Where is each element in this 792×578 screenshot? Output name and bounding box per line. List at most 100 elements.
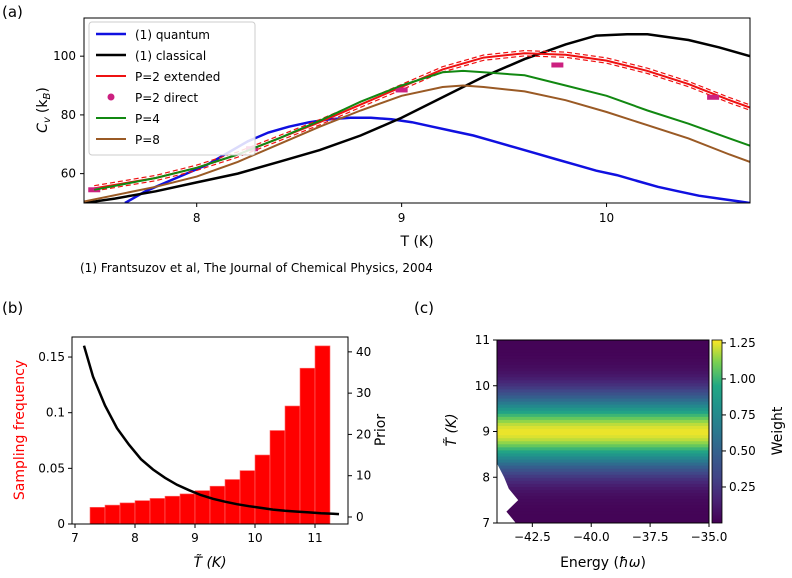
x-tick-label: −42.5	[514, 530, 551, 544]
colorbar-tick-label: 0.50	[729, 444, 756, 458]
y-tick-label: 0.1	[46, 406, 65, 420]
series-band-upper-p2ext	[94, 49, 750, 187]
heatmap-band	[497, 407, 709, 411]
heatmap-band	[497, 352, 709, 356]
y-tick-label: 9	[482, 425, 490, 439]
colorbar-ticks: 0.25 0.50 0.75 1.00 1.25	[722, 336, 756, 494]
y-tick-label: 11	[475, 333, 490, 347]
x-tick-label: 11	[307, 531, 322, 545]
y-tick-label: 0	[57, 517, 65, 531]
heatmap-band	[497, 468, 709, 472]
heatmap-band	[497, 394, 709, 399]
x-tick-label: 8	[193, 211, 201, 225]
heatmap-band	[497, 516, 709, 521]
y-tick-label: 7	[482, 516, 490, 530]
legend-frame	[88, 21, 256, 156]
panel-label-c: (c)	[414, 299, 434, 317]
y-tick-label: 0.15	[38, 350, 65, 364]
panel-b-ticks: 7 8 9 10 11 0 0.05 0.1 0.15 0 10 20 30 40	[38, 345, 371, 545]
heatmap-band	[497, 513, 709, 518]
x-tick-label: −37.5	[632, 530, 669, 544]
heatmap-band	[497, 434, 709, 439]
y2-tick-label: 20	[356, 427, 371, 441]
heatmap-band	[497, 425, 709, 430]
panel-c: (c) −42.5 −40.0 −37.5 −35.0 7 8 9 10 11 Energy (…	[414, 299, 786, 571]
heatmap-band	[497, 519, 709, 523]
panel-c-ticks: −42.5 −40.0 −37.5 −35.0 7 8 9 10 11	[475, 333, 728, 544]
y-tick-label: 60	[61, 167, 76, 181]
panel-a-axes-frame	[83, 17, 751, 204]
series-point-p2dir	[551, 62, 564, 68]
colorbar	[711, 339, 723, 524]
legend-label-quantum: (1) quantum	[135, 28, 210, 42]
heatmap-band	[497, 428, 709, 433]
legend-label-p8: P=8	[135, 133, 160, 147]
heatmap-band	[497, 416, 709, 420]
heatmap-band	[497, 486, 709, 491]
footnote: (1) Frantsuzov et al, The Journal of Che…	[80, 261, 433, 275]
heatmap-empty-region	[497, 463, 519, 523]
heatmap-band	[497, 501, 709, 506]
heatmap-band	[497, 492, 709, 497]
heatmap-band	[497, 361, 709, 365]
y-tick-label: 80	[61, 108, 76, 122]
heatmap-band	[497, 364, 709, 369]
heatmap-band	[497, 440, 709, 445]
x-tick-label: −40.0	[573, 530, 610, 544]
heatmap-band	[497, 340, 709, 344]
series-line-p8	[84, 84, 750, 203]
heatmap-band	[497, 379, 709, 384]
heatmap-band	[497, 510, 709, 515]
heatmap-band	[497, 483, 709, 487]
colorbar-tick-label: 0.75	[729, 408, 756, 422]
heatmap-band	[497, 489, 709, 494]
heatmap-band	[497, 388, 709, 393]
x-tick-label: −35.0	[691, 530, 728, 544]
heatmap-band	[497, 507, 709, 512]
heatmap-band	[497, 410, 709, 414]
histogram-bar	[89, 506, 106, 524]
heatmap-band	[497, 480, 709, 484]
heatmap-band	[497, 382, 709, 387]
x-tick-label: 9	[191, 531, 199, 545]
histogram-bar	[149, 498, 166, 524]
heatmap-band	[497, 495, 709, 500]
y-tick-label: 8	[482, 470, 490, 484]
panel-c-ylabel: T̃ (K)	[443, 413, 460, 446]
heatmap-band	[497, 474, 709, 478]
y2-tick-label: 40	[356, 345, 371, 359]
legend-label-p2ext: P=2 extended	[135, 70, 220, 84]
heatmap-band	[497, 404, 709, 408]
heatmap-band	[497, 385, 709, 390]
histogram-bar	[119, 502, 136, 524]
heatmap-band	[497, 462, 709, 466]
heatmap-band	[497, 458, 709, 463]
y2-tick-label: 10	[356, 469, 371, 483]
heatmap-band	[497, 358, 709, 362]
series-point-p2dir	[707, 94, 720, 100]
y2-tick-label: 0	[356, 510, 364, 524]
series-line-classical	[84, 32, 750, 203]
heatmap-band	[497, 391, 709, 396]
heatmap-band	[497, 504, 709, 509]
series-line-p4	[94, 69, 750, 191]
x-tick-label: 7	[71, 531, 79, 545]
heatmap-band	[497, 346, 709, 350]
histogram-bar	[284, 405, 301, 524]
heatmap-band	[497, 349, 709, 353]
heatmap-band	[497, 413, 709, 417]
panel-a-ylabel: Cv(kB)	[35, 87, 53, 133]
histogram-bar	[164, 495, 181, 524]
heatmap-band	[497, 477, 709, 481]
series-point-p2dir	[395, 87, 408, 93]
histogram-bar	[239, 470, 256, 524]
histogram-bar	[134, 500, 151, 524]
histogram-bar	[254, 454, 271, 524]
x-tick-label: 8	[131, 531, 139, 545]
heatmap-band	[497, 373, 709, 378]
panel-a: (a) 8 9 10 60 80 100 T (K) Cv(kB) (1) quantum…	[2, 3, 751, 275]
colorbar-tick-label: 0.25	[729, 480, 756, 494]
x-tick-label: 9	[398, 211, 406, 225]
